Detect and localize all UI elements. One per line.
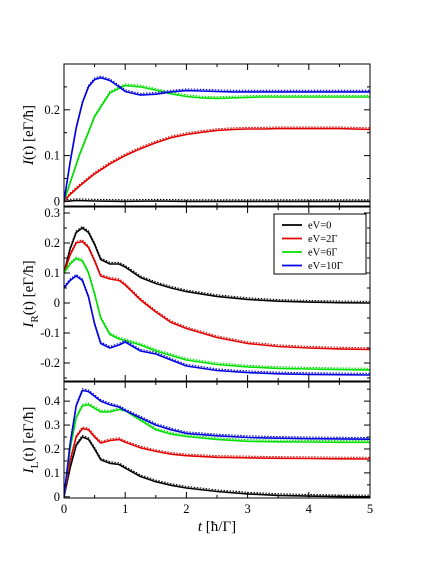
series-group bbox=[64, 75, 370, 203]
series-top-0 bbox=[64, 199, 370, 203]
ytick-label: 0 bbox=[54, 194, 60, 208]
xtick-label: 4 bbox=[306, 502, 313, 516]
ytick-label: 0.1 bbox=[44, 466, 60, 480]
series-bottom-1 bbox=[64, 427, 370, 497]
series-middle-1 bbox=[64, 240, 370, 351]
series-top-1-dotted bbox=[64, 126, 370, 201]
panels: 0 0.1 0.2 I(t) [eΓ/ħ] -0.2 -0.1 0 0.1 0.2 0.3 IR(t… bbox=[21, 63, 373, 535]
series-bottom-0 bbox=[64, 436, 370, 498]
legend-label: eV=2Γ bbox=[308, 234, 338, 245]
xtick-label: 2 bbox=[183, 502, 189, 516]
ytick-label: 0.2 bbox=[44, 103, 60, 117]
series-middle-2 bbox=[64, 257, 370, 371]
ytick-label: 0 bbox=[54, 296, 60, 310]
ytick-label: 0.1 bbox=[44, 149, 60, 163]
panel-top: 0 0.1 0.2 I(t) [eΓ/ħ] bbox=[21, 63, 371, 208]
series-group bbox=[64, 388, 370, 498]
series-group bbox=[64, 225, 370, 376]
series-bottom-1-dotted bbox=[64, 426, 370, 496]
y-axis-label: I(t) [eΓ/ħ] bbox=[21, 105, 37, 166]
series-top-3 bbox=[64, 76, 370, 202]
legend-label: eV=0 bbox=[308, 221, 331, 232]
y-axis-label: IL(t) [eΓ/ħ] bbox=[21, 407, 41, 475]
xtick-label: 1 bbox=[122, 502, 128, 516]
ytick-label: 0.4 bbox=[44, 394, 60, 408]
series-bottom-3-dotted bbox=[64, 388, 370, 496]
series-middle-1-dotted bbox=[64, 239, 370, 349]
x-axis-label: t [ħ/Γ] bbox=[198, 519, 236, 535]
panel-bottom: 0 0.1 0.2 0.3 0.4 0 1 2 3 4 5 IL(t) [eΓ/ħ] t [ħ/Γ] bbox=[21, 381, 373, 535]
ytick-label: 0.2 bbox=[44, 236, 60, 250]
series-bottom-2 bbox=[64, 403, 370, 497]
y-axis-label: IR(t) [eΓ/ħ] bbox=[21, 260, 41, 328]
series-bottom-0-dotted bbox=[64, 434, 370, 496]
legend: eV=0 eV=2Γ eV=6Γ eV=10Γ bbox=[273, 213, 367, 275]
xtick-label: 3 bbox=[244, 502, 250, 516]
series-bottom-3 bbox=[64, 389, 370, 497]
series-middle-0 bbox=[64, 227, 370, 304]
ytick-label: -0.1 bbox=[40, 326, 60, 340]
ytick-label: 0.3 bbox=[44, 206, 60, 220]
ytick-label: 0.3 bbox=[44, 418, 60, 432]
series-top-0-dotted bbox=[64, 198, 370, 201]
legend-label: eV=6Γ bbox=[308, 248, 338, 259]
series-top-2-dotted bbox=[64, 83, 370, 200]
ytick-label: -0.2 bbox=[40, 356, 60, 370]
ytick-label: 0.1 bbox=[44, 266, 60, 280]
series-middle-0-dotted bbox=[64, 225, 370, 302]
xtick-label: 5 bbox=[367, 502, 373, 516]
ytick-label: 0 bbox=[54, 490, 60, 504]
series-top-1 bbox=[64, 127, 370, 202]
series-top-2 bbox=[64, 84, 370, 202]
xtick-label: 0 bbox=[61, 502, 67, 516]
legend-label: eV=10Γ bbox=[308, 261, 343, 272]
ytick-label: 0.2 bbox=[44, 442, 60, 456]
series-middle-3 bbox=[64, 275, 370, 376]
legend-box bbox=[273, 213, 367, 275]
panel-middle: -0.2-0.100.10.20.3IR(t) [eΓ/ħ]eV=0eV=2Γe… bbox=[21, 206, 371, 382]
